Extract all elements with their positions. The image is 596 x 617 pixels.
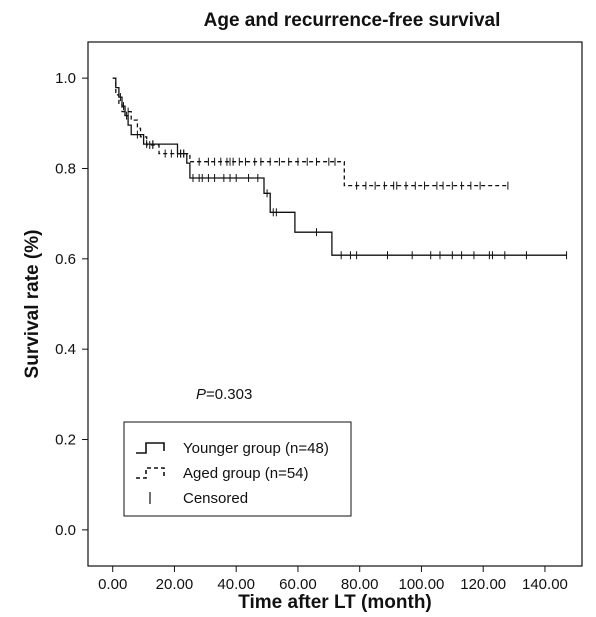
x-axis-label: Time after LT (month) (238, 592, 432, 613)
chart-title: Age and recurrence-free survival (204, 10, 501, 31)
y-axis-label: Survival rate (%) (22, 230, 43, 379)
x-tick-label: 40.00 (217, 576, 255, 593)
x-tick-label: 60.00 (279, 576, 317, 593)
p-value-text: =0.303 (206, 386, 252, 403)
aged-group-survival-curve (112, 77, 508, 187)
legend-label: Censored (183, 490, 248, 507)
x-axis: 0.00 20.00 40.00 60.00 80.00 100.00 120.00 140.… (98, 566, 568, 593)
legend-box (123, 421, 352, 517)
younger-group-survival-curve (112, 77, 567, 256)
y-tick-label: 0.0 (55, 522, 76, 539)
legend-solid-swatch (136, 442, 165, 454)
legend: Younger group (n=48) Aged group (n=54) Cen… (123, 421, 352, 517)
x-tick-label: 0.00 (98, 576, 127, 593)
plot-frame (87, 41, 583, 567)
x-tick-label: 120.00 (460, 576, 506, 593)
legend-label: Younger group (n=48) (183, 440, 329, 457)
y-tick-label: 0.8 (55, 160, 76, 177)
series-layer (112, 77, 568, 260)
p-value-annotation: P=0.303 (196, 386, 252, 403)
x-tick-label: 140.00 (522, 576, 568, 593)
x-tick-label: 100.00 (399, 576, 445, 593)
x-tick-label: 20.00 (156, 576, 194, 593)
y-tick-label: 0.6 (55, 251, 76, 268)
p-value-prefix: P (196, 386, 206, 403)
x-tick-label: 80.00 (341, 576, 379, 593)
y-tick-label: 0.2 (55, 432, 76, 449)
legend-label: Aged group (n=54) (183, 465, 309, 482)
y-tick-label: 0.4 (55, 341, 76, 358)
y-tick-label: 1.0 (55, 70, 76, 87)
y-axis: 0.0 0.2 0.4 0.6 0.8 1.0 (55, 70, 88, 539)
